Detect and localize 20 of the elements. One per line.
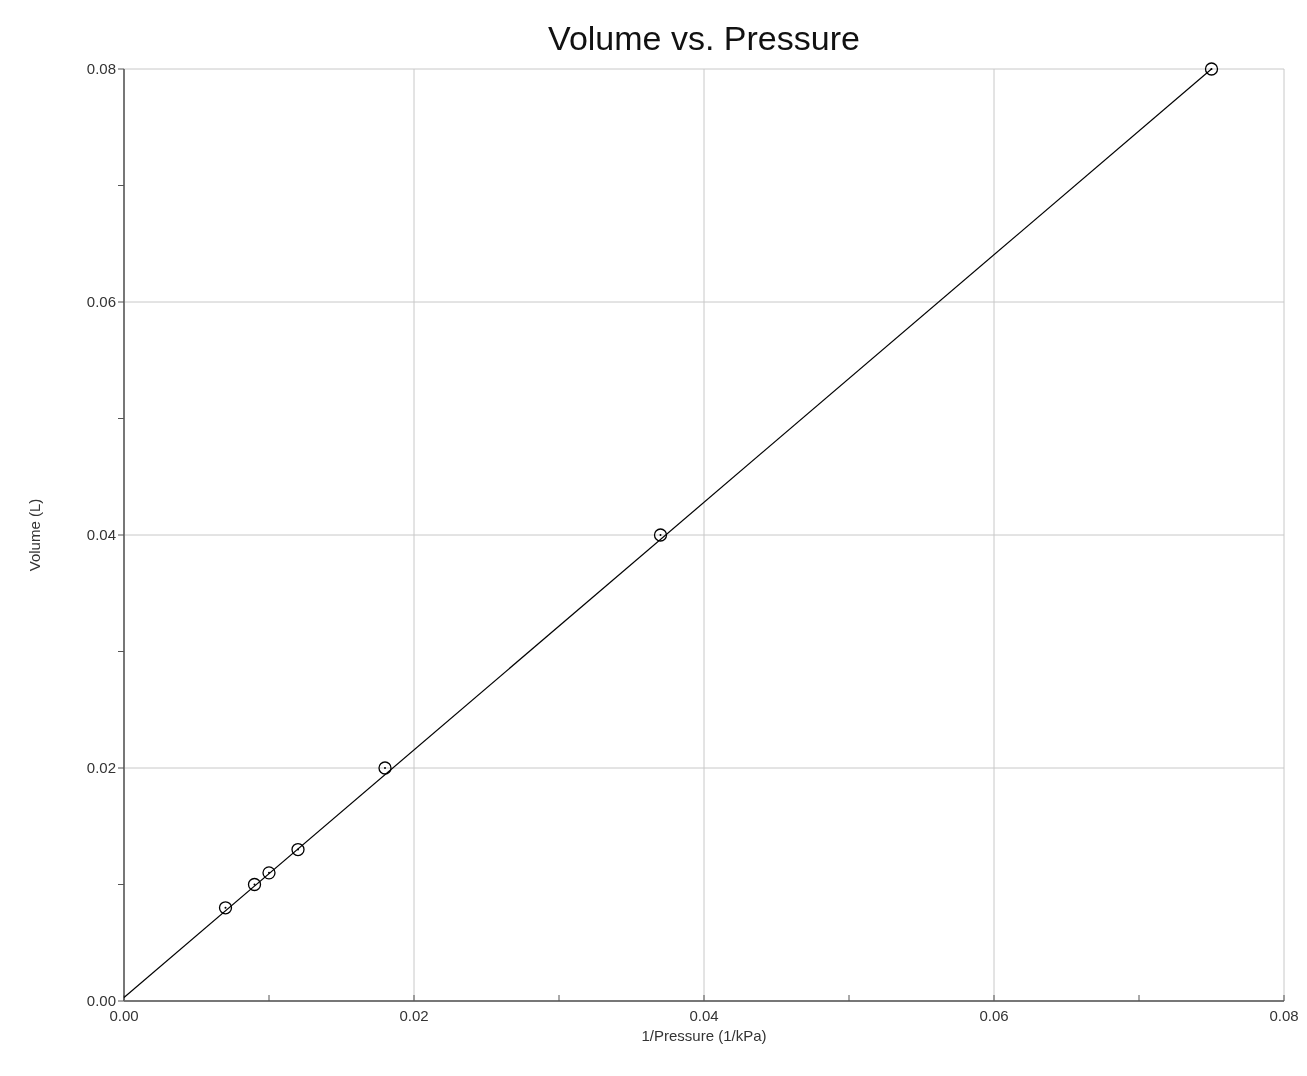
x-tick-label: 0.02	[399, 1007, 429, 1024]
x-tick-label: 0.04	[689, 1007, 719, 1024]
y-tick-label: 0.04	[86, 526, 116, 543]
point	[247, 877, 262, 892]
point	[291, 842, 305, 857]
y-tick-label: 0.02	[86, 759, 116, 776]
point	[653, 528, 668, 542]
x-tick-label: 0.06	[979, 1007, 1009, 1024]
y-tick-label: 0.00	[86, 992, 116, 1009]
point	[1204, 62, 1219, 76]
point	[262, 866, 276, 880]
point	[218, 901, 233, 915]
x-tick-label: 0.08	[1269, 1007, 1299, 1024]
y-tick-label: 0.06	[86, 293, 116, 310]
chart-title: Volume vs. Pressure	[548, 19, 860, 57]
x-tick-label: 0.00	[109, 1007, 139, 1024]
x-axis-title: 1/Pressure (1/kPa)	[641, 1027, 767, 1044]
y-tick-label: 0.08	[86, 60, 116, 77]
y-axis-title: Volume (L)	[26, 498, 43, 572]
point	[378, 761, 392, 775]
